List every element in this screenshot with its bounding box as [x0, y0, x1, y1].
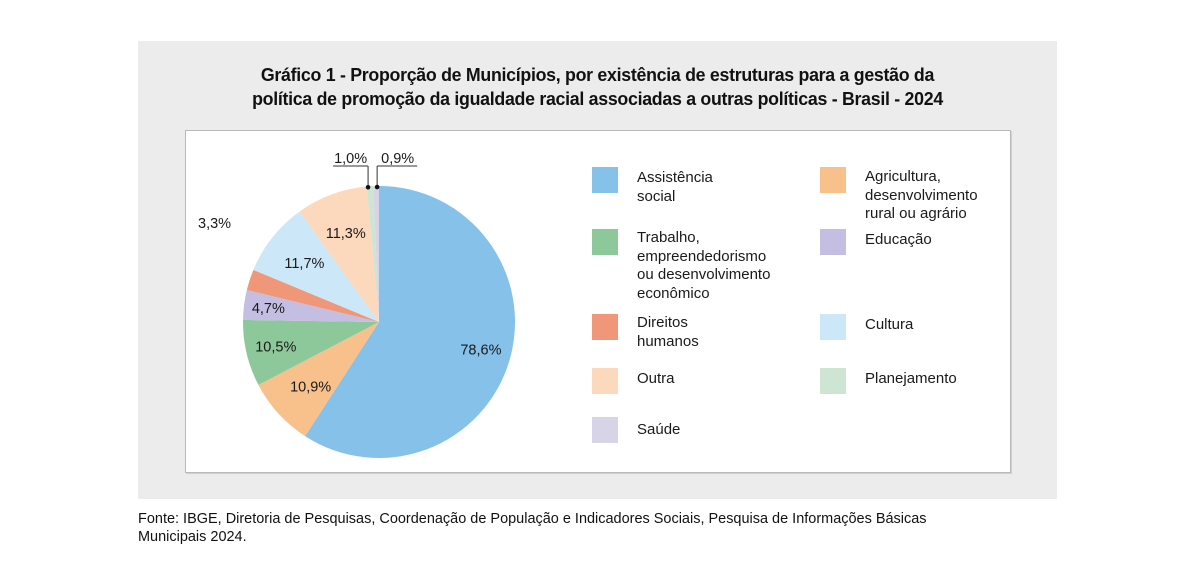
legend-label: Direitos humanos: [637, 314, 699, 350]
data-label-trabalho-empreendedorismo-ou-desenvolvimento-economico: 10,5%: [255, 339, 296, 355]
legend-swatch: [592, 368, 618, 394]
legend-item-assistencia-social: Assistência social: [592, 167, 713, 206]
legend-label: Planejamento: [865, 370, 957, 387]
legend-swatch: [820, 314, 846, 340]
legend-item-outra: Outra: [592, 368, 675, 394]
data-label-educacao: 4,7%: [252, 301, 285, 317]
pie-chart: 78,6% 10,9% 10,5% 4,7% 3,3% 11,7%11,3% 1,0% 0,9…: [198, 151, 515, 458]
legend-swatch: [820, 229, 846, 255]
legend-label: Saúde: [637, 421, 681, 438]
legend-label: Assistência social: [637, 169, 713, 205]
pie-slice-outra: [299, 186, 379, 322]
data-label-outra: 11,3%: [326, 226, 366, 242]
data-label-direitos-humanos: 3,3%: [198, 216, 231, 232]
data-label-assistencia-social: 78,6%: [460, 343, 501, 359]
chart-area: 78,6% 10,9% 10,5% 4,7% 3,3% 11,7% 11,3% 1,0% 0,9…: [185, 130, 1011, 473]
legend-swatch: [820, 167, 846, 193]
data-label-planejamento: 1,0%: [334, 151, 367, 167]
leader-dot-saude: [374, 184, 380, 190]
legend-label: Educação: [865, 231, 932, 248]
leader-dot-planejamento: [365, 184, 371, 190]
legend-swatch: [820, 368, 846, 394]
data-label-cultura: 11,7%: [284, 256, 324, 272]
pie-slice-educacao: [243, 289, 379, 322]
legend-item-agricultura-desenvolvimento-rural-ou-agrario: Agricultura, desenvolvimento rural ou ag…: [820, 167, 978, 224]
chart-title: Gráfico 1 - Proporção de Municípios, por…: [156, 63, 1038, 111]
legend-label: Outra: [637, 370, 675, 387]
pie-slice-saude: [373, 186, 379, 322]
legend-swatch: [592, 417, 618, 443]
legend-item-cultura: Cultura: [820, 314, 913, 340]
chart-title-line-2: política de promoção da igualdade racial…: [252, 88, 943, 109]
data-label-saude: 0,9%: [381, 151, 414, 167]
pie-slice-planejamento: [366, 186, 379, 322]
legend-item-trabalho-empreendedorismo-ou-desenvolvimento-economico: Trabalho, empreendedorismo ou desenvolvi…: [592, 229, 770, 303]
pie-slice-direitos-humanos: [246, 269, 379, 322]
leader-line-saude: [376, 165, 418, 188]
pie-slice-trabalho-empreendedorismo-ou-desenvolvimento-economico: [243, 319, 379, 385]
pie-slice-cultura: [253, 211, 379, 322]
legend-label: Trabalho, empreendedorismo ou desenvolvi…: [637, 229, 771, 302]
source-note: Fonte: IBGE, Diretoria de Pesquisas, Coo…: [138, 510, 1026, 546]
pie-slice-agricultura-desenvolvimento-rural-ou-agrario: [258, 322, 379, 437]
data-label-agricultura-desenvolvimento-rural-ou-agrario: 10,9%: [290, 379, 331, 395]
chart-panel: Gráfico 1 - Proporção de Municípios, por…: [138, 41, 1057, 499]
legend-item-planejamento: Planejamento: [820, 368, 957, 394]
legend-item-educacao: Educação: [820, 229, 932, 255]
legend-label: Agricultura, desenvolvimento rural ou ag…: [865, 168, 978, 222]
chart-title-line-1: Gráfico 1 - Proporção de Municípios, por…: [260, 64, 935, 85]
source-line-2: Municipais 2024.: [138, 528, 247, 545]
source-line-1: Fonte: IBGE, Diretoria de Pesquisas, Coo…: [138, 510, 927, 527]
legend-swatch: [592, 314, 618, 340]
leader-line-planejamento: [333, 165, 369, 188]
legend-swatch: [592, 229, 618, 255]
legend-swatch: [592, 167, 618, 193]
legend-item-saude: Saúde: [592, 417, 680, 443]
legend-item-direitos-humanos: Direitos humanos: [592, 314, 699, 351]
pie-slice-assistencia-social: [305, 186, 515, 458]
legend-label: Cultura: [865, 316, 914, 333]
